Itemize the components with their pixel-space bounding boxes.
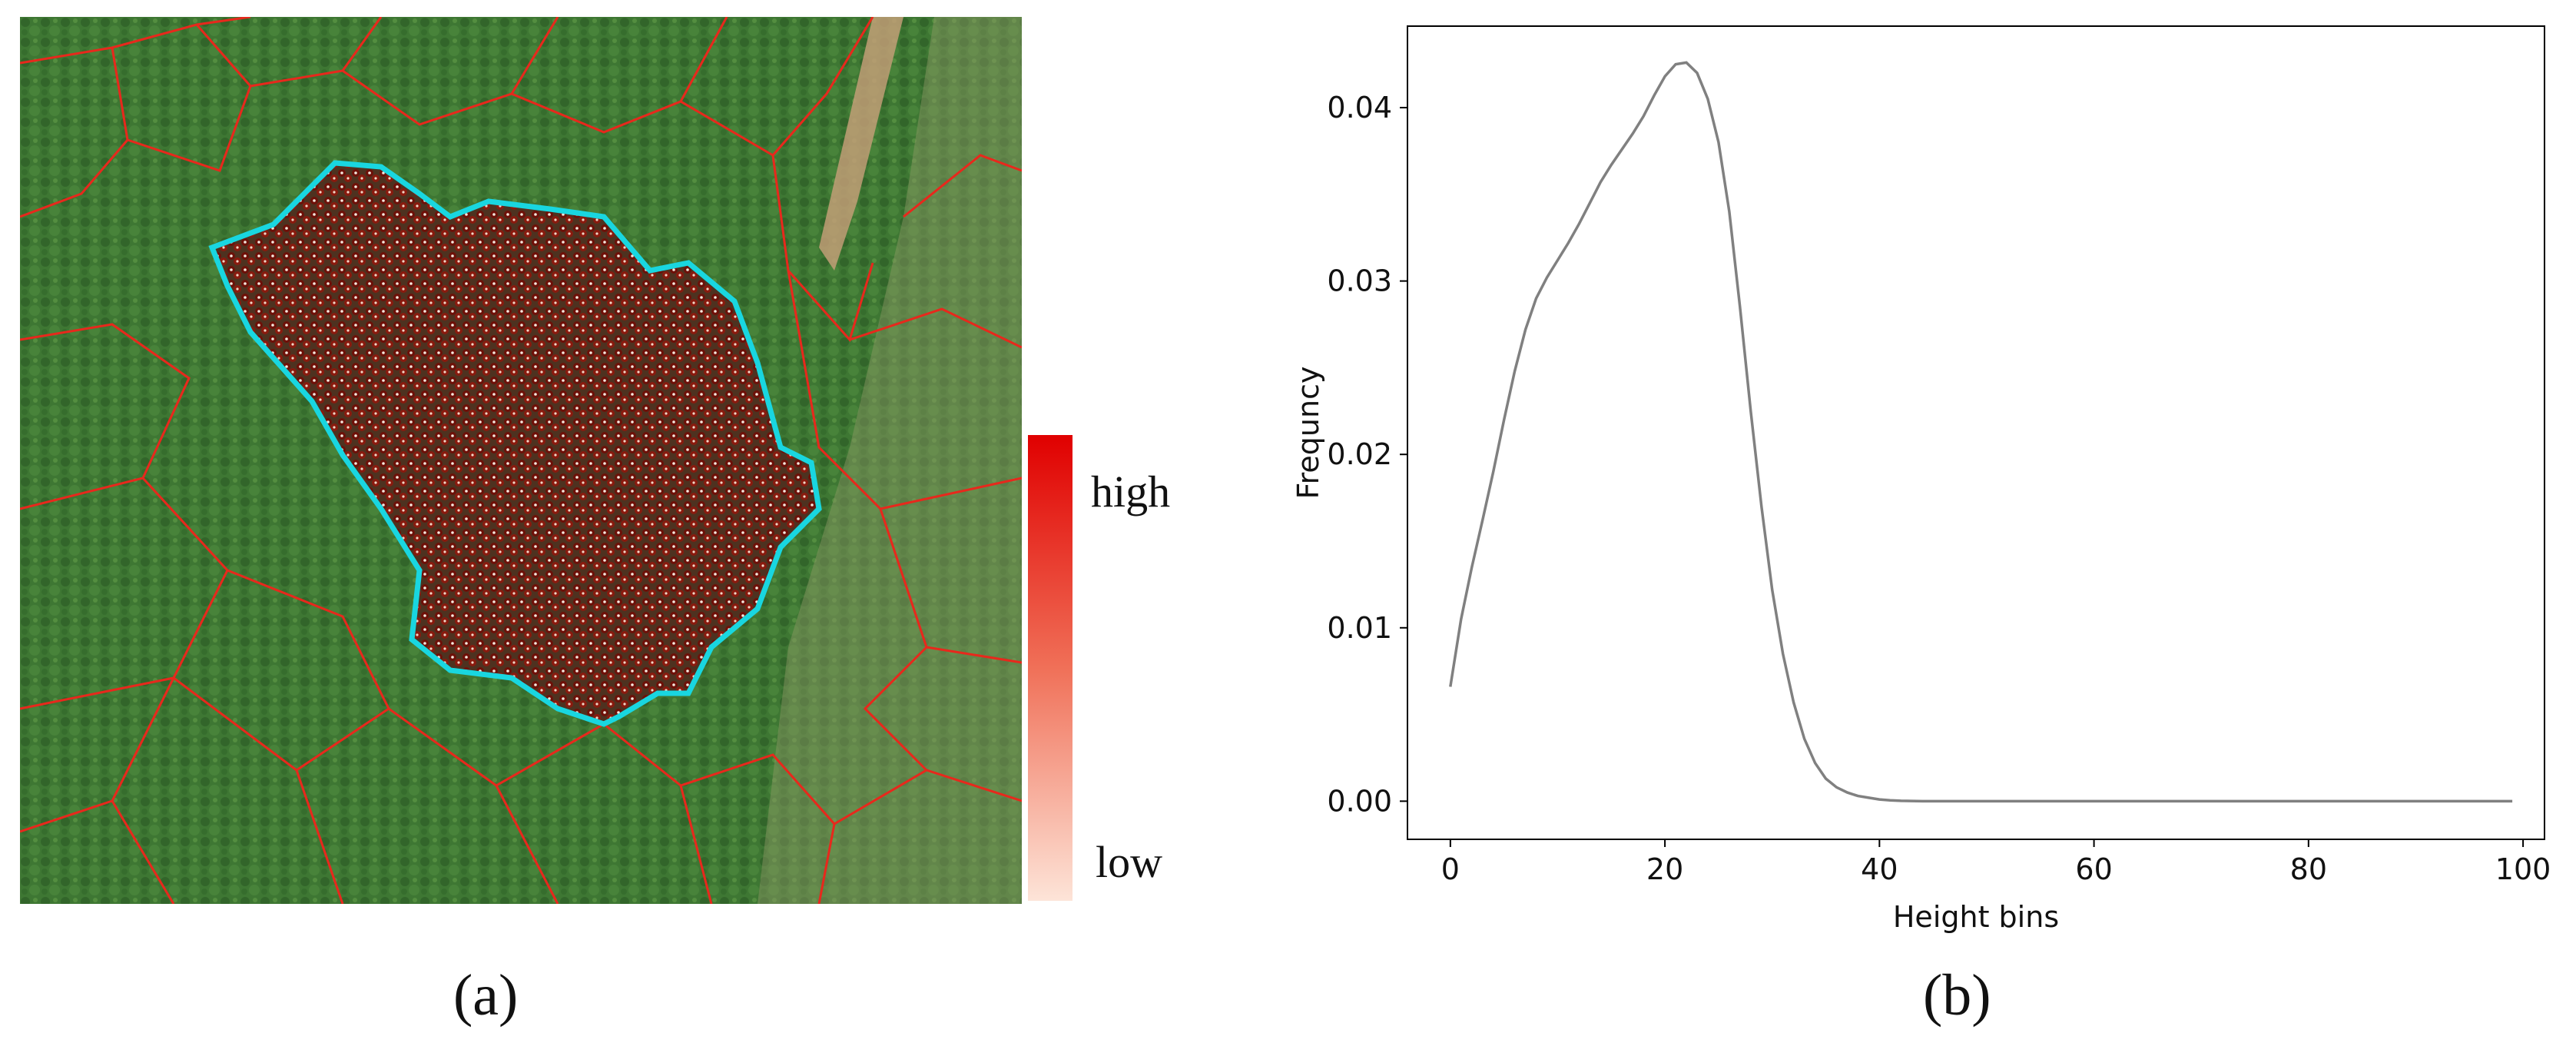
x-tick-label: 100 — [2495, 852, 2551, 886]
x-tick-label: 20 — [1646, 852, 1683, 886]
stand-boundaries — [20, 17, 1022, 904]
series-line — [1449, 61, 2513, 803]
y-tick-label: 0.02 — [1327, 437, 1392, 471]
panel-b-label: (b) — [1923, 963, 1991, 1028]
selected-stand — [208, 160, 822, 727]
panel-a-label: (a) — [453, 963, 519, 1028]
y-tick-label: 0.01 — [1327, 611, 1392, 645]
colorbar — [1028, 435, 1073, 901]
x-axis-label: Height bins — [1893, 900, 2059, 934]
axis-ticks: 0 20 40 60 80 100 0.00 0.01 0.02 0.03 0.04 — [1327, 91, 2551, 886]
frequency-chart: 0 20 40 60 80 100 0.00 0.01 0.02 0.03 0.04 Height … — [1291, 25, 2551, 934]
y-tick-label: 0.04 — [1327, 91, 1392, 125]
x-tick-label: 40 — [1861, 852, 1898, 886]
x-tick-label: 80 — [2290, 852, 2327, 886]
plot-frame — [1407, 25, 2545, 840]
y-tick-label: 0.00 — [1327, 784, 1392, 818]
x-tick-label: 60 — [2075, 852, 2112, 886]
colorbar-low-label: low — [1096, 837, 1162, 887]
y-tick-label: 0.03 — [1327, 264, 1392, 298]
y-axis-label: Frequncy — [1291, 367, 1325, 500]
x-tick-label: 0 — [1441, 852, 1460, 886]
colorbar-high-label: high — [1091, 467, 1171, 517]
aerial-map-panel — [20, 17, 1022, 904]
frequency-chart-panel: 0 20 40 60 80 100 0.00 0.01 0.02 0.03 0.04 Height … — [1245, 0, 2576, 968]
aerial-map-image — [20, 17, 1022, 904]
